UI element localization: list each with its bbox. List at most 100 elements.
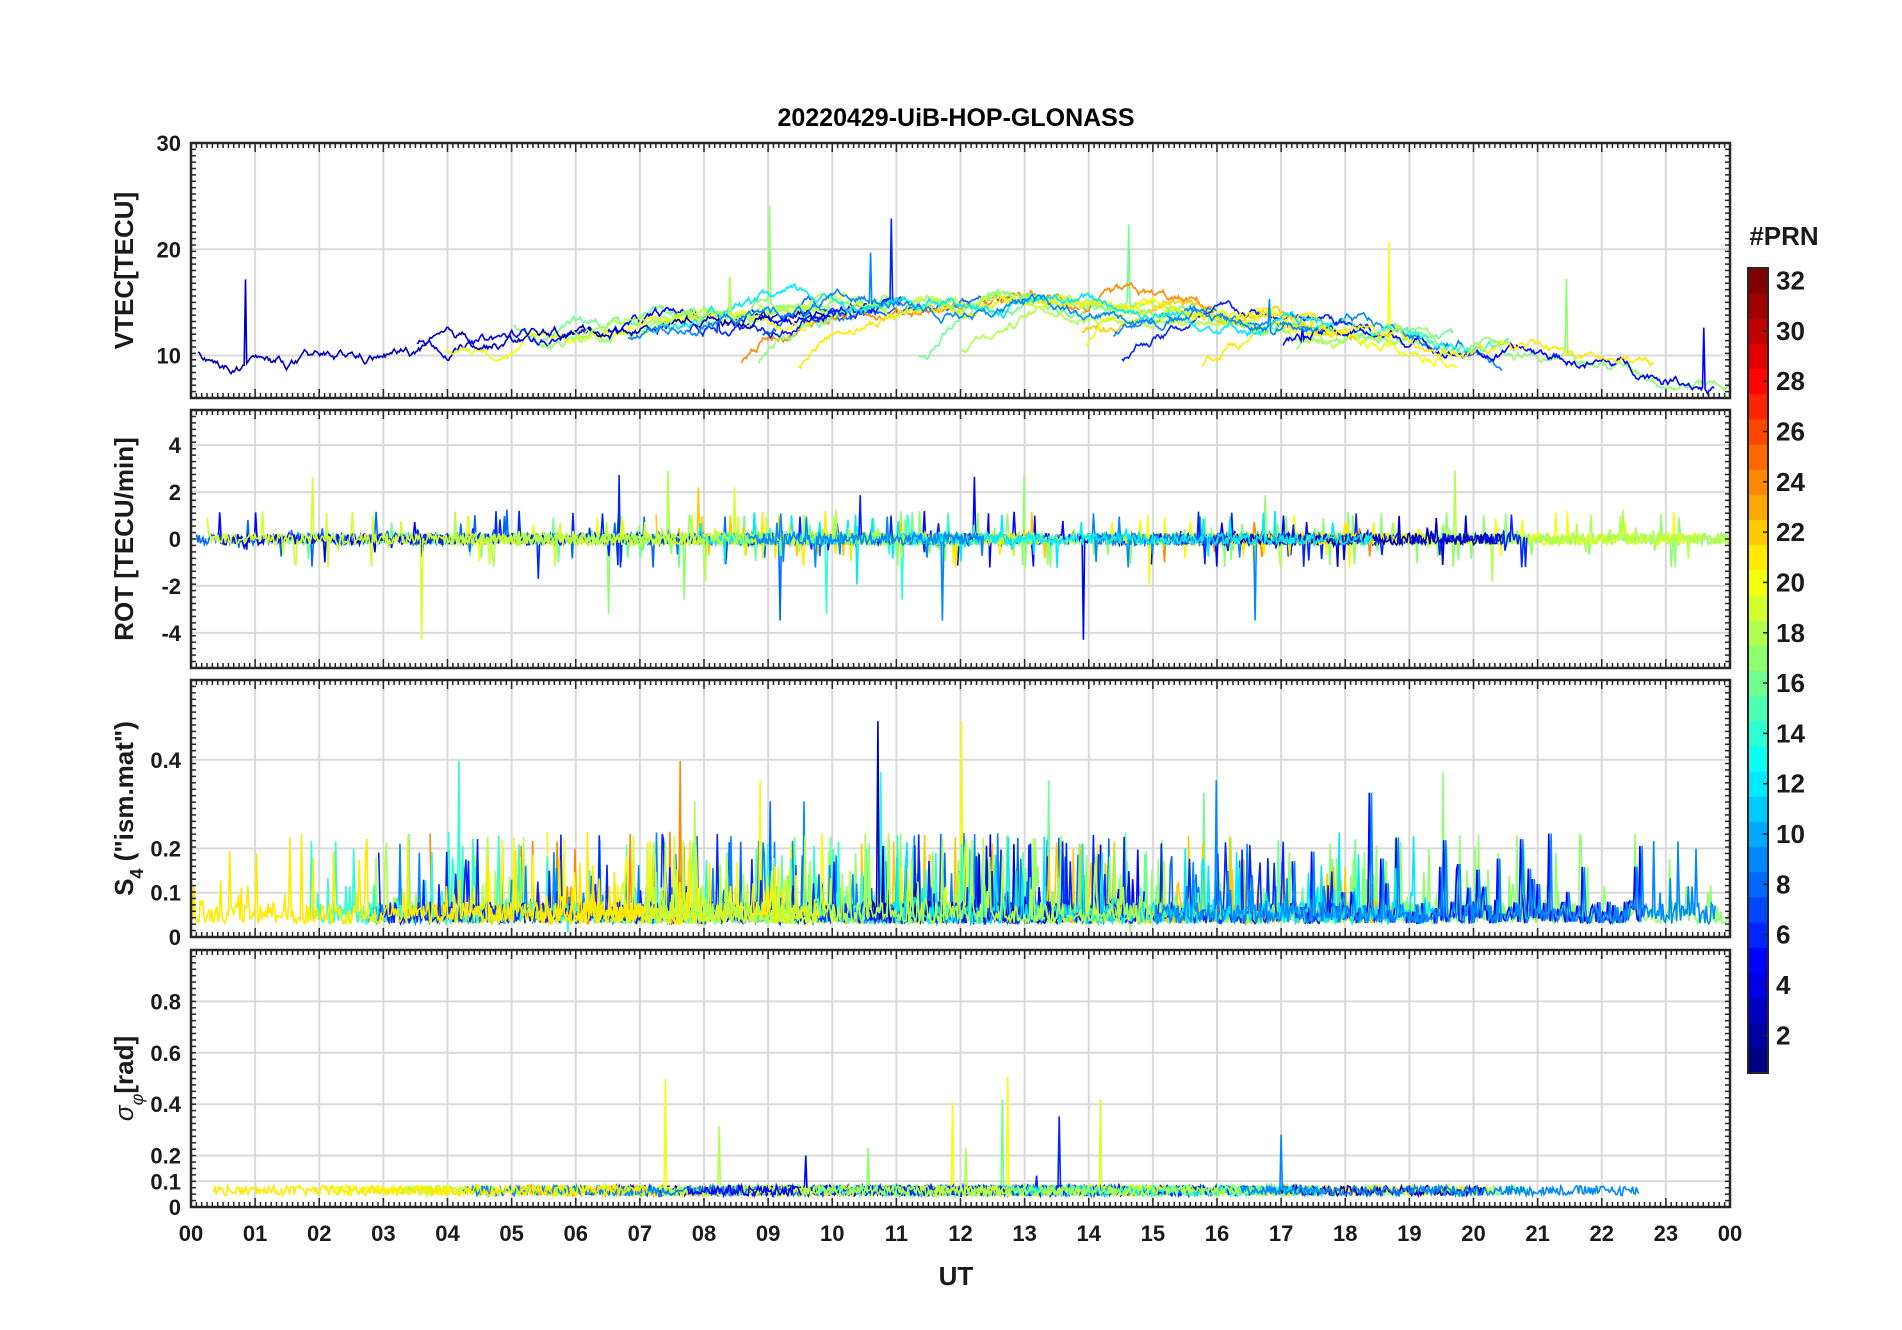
x-tick-label: 17 <box>1269 1221 1293 1246</box>
colorbar-tick-label: 26 <box>1776 417 1805 447</box>
panel-s4: 00.10.20.4S4 ("ism.mat") <box>109 678 1732 950</box>
colorbar-band <box>1748 494 1768 521</box>
y-tick-label: 2 <box>169 480 181 505</box>
colorbar-band <box>1748 368 1768 395</box>
series-group-vtec <box>197 205 1730 396</box>
series-line <box>687 218 903 340</box>
colorbar-band <box>1748 343 1768 370</box>
series-line <box>526 833 820 927</box>
x-tick-label: 18 <box>1333 1221 1357 1246</box>
colorbar-band <box>1748 1047 1768 1074</box>
x-tick-label: 03 <box>371 1221 395 1246</box>
series-line <box>212 1182 648 1198</box>
x-tick-label: 19 <box>1397 1221 1421 1246</box>
y-tick-label: 0.6 <box>150 1041 181 1066</box>
ticks-rot <box>190 409 1731 669</box>
colorbar-band <box>1748 947 1768 973</box>
series-line <box>191 831 693 926</box>
colorbar-tick-label: 28 <box>1776 366 1805 396</box>
series-line <box>627 252 1319 341</box>
colorbar-band <box>1748 544 1768 571</box>
panel-vtec: 10 20 30 VTEC[TECU] <box>109 131 1732 400</box>
y-tick-label: 0.1 <box>150 1169 181 1194</box>
series-line <box>1282 324 1715 396</box>
colorbar-band <box>1748 318 1768 344</box>
series-line <box>416 296 905 362</box>
x-tick-label: 13 <box>1012 1221 1036 1246</box>
y-tick-label: -2 <box>161 574 181 599</box>
x-tick-label: 04 <box>435 1221 460 1246</box>
colorbar-tick-label: 14 <box>1776 718 1805 748</box>
colorbar-tick-label: 32 <box>1776 266 1805 296</box>
y-tick-label: 20 <box>157 237 181 262</box>
colorbar-tick-label: 12 <box>1776 769 1805 799</box>
colorbar-band <box>1748 569 1768 596</box>
colorbar-band <box>1748 444 1768 470</box>
y-axis-label-vtec: VTEC[TECU] <box>109 192 139 349</box>
series-line <box>1222 515 1503 567</box>
colorbar-tick-label: 20 <box>1776 567 1805 597</box>
ticks-sigma_phi <box>190 949 1731 1208</box>
colorbar-tick-label: 4 <box>1776 970 1791 1000</box>
x-tick-label: 11 <box>885 1221 908 1246</box>
colorbar-band <box>1748 720 1768 747</box>
panel-rot: -4 -2 0 2 4 ROT [TECU/min] <box>109 408 1732 670</box>
x-tick-label: 00 <box>179 1221 203 1246</box>
x-tick-label: 20 <box>1461 1221 1485 1246</box>
y-tick-label: 0.2 <box>150 1144 181 1169</box>
x-axis-label: UT <box>939 1261 974 1291</box>
x-tick-label: 02 <box>307 1221 331 1246</box>
x-tick-label: 22 <box>1590 1221 1614 1246</box>
colorbar-band <box>1748 695 1768 722</box>
colorbar-band <box>1748 670 1768 697</box>
colorbar-band <box>1748 896 1768 923</box>
x-tick-label: 15 <box>1141 1221 1165 1246</box>
y-tick-label: 0.2 <box>150 836 181 861</box>
colorbar-band <box>1748 519 1768 546</box>
x-tick-label: 00 <box>1718 1221 1742 1246</box>
colorbar-tick-label: 30 <box>1776 316 1805 346</box>
colorbar-band <box>1748 972 1768 999</box>
y-tick-label: 30 <box>157 131 181 156</box>
y-axis-label-rot: ROT [TECU/min] <box>109 437 139 641</box>
series-line <box>747 513 985 621</box>
x-tick-label: 05 <box>499 1221 523 1246</box>
y-tick-label: 10 <box>157 344 181 369</box>
series-line <box>1085 242 1458 369</box>
y-tick-label: 0 <box>169 527 181 552</box>
y-axis-label-sub: φ <box>127 1093 147 1105</box>
colorbar-band <box>1748 1022 1768 1049</box>
series-line <box>639 291 1275 337</box>
colorbar-tick-label: 8 <box>1776 869 1790 899</box>
series-line <box>800 1147 1268 1199</box>
series-line <box>645 801 1167 927</box>
colorbar-band <box>1748 745 1768 772</box>
colorbar-tick-label: 22 <box>1776 517 1805 547</box>
x-tick-label: 14 <box>1077 1221 1102 1246</box>
series-line <box>1154 780 1716 926</box>
colorbar-tick-label: 24 <box>1776 467 1805 497</box>
colorbar-band <box>1748 871 1768 898</box>
colorbar-band <box>1748 796 1768 822</box>
y-tick-label: 0.4 <box>150 748 181 773</box>
y-axis-label-s4: S4 ("ism.mat") <box>109 721 147 896</box>
series-line <box>197 279 831 375</box>
colorbar-band <box>1748 393 1768 420</box>
y-axis-label-rest: [rad] <box>109 1036 139 1094</box>
colorbar-band <box>1748 620 1768 646</box>
y-tick-label: 0.1 <box>150 881 181 906</box>
series-line <box>762 294 1025 336</box>
colorbar-title: #PRN <box>1749 221 1818 251</box>
colorbar-band <box>1748 997 1768 1024</box>
y-tick-label: 0 <box>169 1195 181 1220</box>
colorbar-band <box>1748 922 1768 948</box>
colorbar-band <box>1748 821 1768 848</box>
colorbar-tick-label: 16 <box>1776 668 1805 698</box>
colorbar-band <box>1748 771 1768 797</box>
y-axis-label-sigma_phi: σφ[rad] <box>109 1036 147 1121</box>
panel-sigma_phi: 00.10.20.40.60.8σφ[rad] <box>109 948 1732 1220</box>
ticks-s4 <box>190 679 1731 938</box>
chart-title: 20220429-UiB-HOP-GLONASS <box>777 104 1134 132</box>
colorbar-band <box>1748 595 1768 621</box>
